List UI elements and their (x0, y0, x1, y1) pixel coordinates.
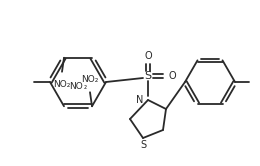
Text: S: S (145, 71, 152, 81)
Text: O: O (168, 71, 176, 81)
Text: ₂: ₂ (84, 82, 87, 91)
Text: S: S (140, 140, 146, 150)
Text: O: O (144, 51, 152, 61)
Text: NO₂: NO₂ (81, 75, 99, 84)
Text: NO: NO (69, 82, 83, 91)
Text: N: N (136, 95, 143, 105)
Text: NO₂: NO₂ (53, 80, 71, 89)
